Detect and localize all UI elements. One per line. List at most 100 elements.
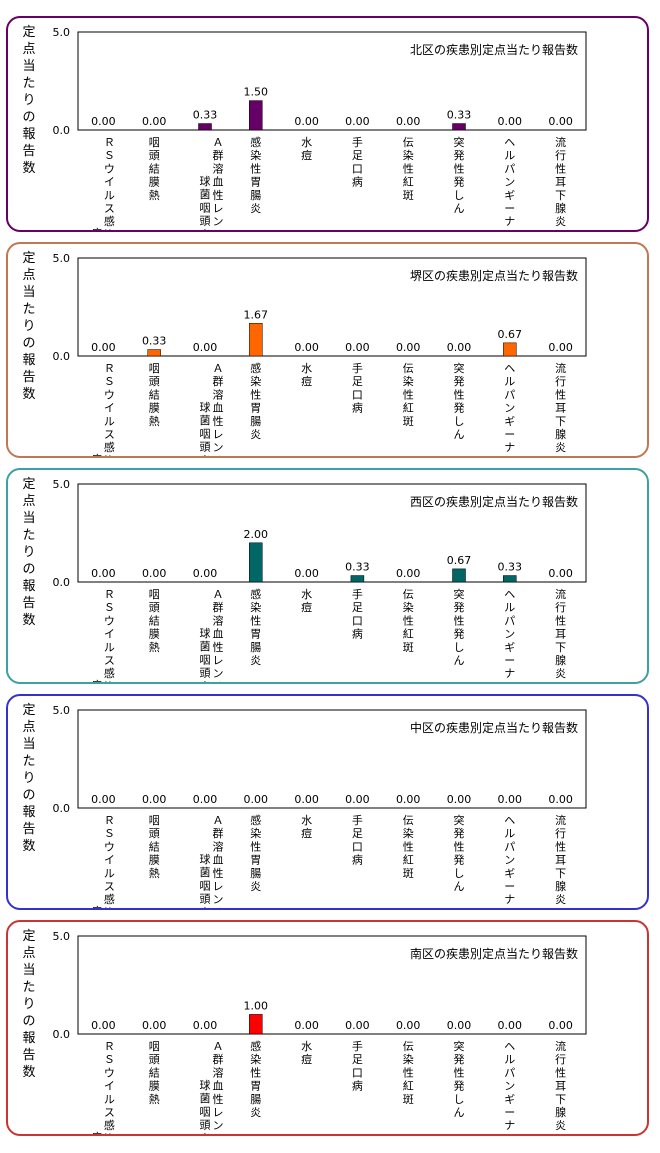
category-label: 熱: [149, 1093, 160, 1106]
y-axis-label-char: 数: [22, 839, 36, 854]
category-label: ナ: [504, 215, 515, 228]
category-label: 頭: [200, 667, 211, 680]
category-label: 溶: [213, 387, 224, 401]
category-label: 染: [250, 148, 261, 162]
category-label: ル: [504, 827, 515, 840]
category-label: 手: [352, 361, 363, 375]
bar: [350, 575, 365, 583]
data-label: 0.00: [142, 567, 167, 580]
y-axis-label-char: 定: [22, 25, 36, 40]
category-label: ル: [104, 867, 115, 880]
category-label: 染: [403, 148, 414, 162]
category-label: 咽: [200, 653, 211, 666]
category-label: 行: [555, 827, 566, 840]
y-axis-label: 定点当たりの報告数: [22, 702, 36, 855]
y-axis-label-char: の: [22, 562, 36, 577]
category-label: パ: [504, 388, 515, 401]
category-label: 流: [555, 1039, 566, 1053]
category-label: 染: [250, 1052, 261, 1066]
data-label: 0.00: [498, 793, 523, 806]
y-axis-label-char: の: [22, 788, 36, 803]
category-label: 腺: [555, 201, 566, 215]
category-label: パ: [504, 614, 515, 627]
data-label: 0.00: [345, 793, 370, 806]
data-label: 0.00: [396, 341, 421, 354]
y-axis-label-char: 報: [22, 353, 36, 368]
data-label: 0.00: [91, 567, 116, 580]
category-label: 群: [213, 374, 224, 388]
category-label: ウ: [104, 614, 115, 627]
bar: [147, 349, 161, 357]
category-label: 性: [403, 613, 414, 627]
category-label: 性: [250, 161, 261, 175]
category-label: ヘ: [504, 362, 515, 375]
category-label: ウ: [104, 162, 115, 175]
category-label: 熱: [149, 867, 160, 880]
category-label: 耳: [555, 854, 566, 867]
category-label: 頭: [200, 893, 211, 906]
category-label: レ: [213, 654, 224, 667]
y-axis-label-char: 数: [22, 387, 36, 402]
category-label: 性: [213, 866, 224, 880]
data-label: 0.00: [498, 1019, 523, 1032]
category-label: 性: [213, 640, 224, 654]
category-label: 膜: [149, 854, 160, 867]
category-label: 染: [104, 905, 115, 908]
category-label: ん: [454, 428, 465, 441]
data-label: 0.00: [294, 1019, 319, 1032]
category-label: 胃: [250, 176, 261, 189]
category-label: 耳: [555, 628, 566, 641]
bar: [249, 100, 263, 131]
y-axis-label: 定点当たりの報告数: [22, 476, 36, 629]
category-label: 炎: [555, 667, 566, 680]
category-label: 膜: [149, 628, 160, 641]
y-axis-label-char: 当: [22, 511, 36, 526]
category-label: 溶: [213, 613, 224, 627]
category-label: 病: [352, 853, 363, 867]
category-label: ス: [104, 1106, 115, 1119]
category-label: ヘ: [504, 588, 515, 601]
y-axis-label-char: 定: [22, 929, 36, 944]
bar: [452, 123, 466, 131]
category-label: サ: [213, 680, 224, 682]
category-label: 耳: [555, 176, 566, 189]
category-label: 腺: [555, 653, 566, 667]
data-label: 0.00: [294, 341, 319, 354]
category-label: 感: [104, 441, 115, 454]
category-label: ル: [504, 375, 515, 388]
category-label: 炎: [200, 1132, 211, 1134]
y-axis-label-char: 点: [22, 268, 36, 283]
category-label: 血: [213, 853, 224, 867]
category-label: 発: [454, 1052, 465, 1066]
chart-title: 西区の疾患別定点当たり報告数: [410, 494, 578, 509]
category-label: 頭: [149, 1053, 160, 1066]
category-label: 血: [213, 1079, 224, 1093]
category-label: 群: [213, 148, 224, 162]
y-axis-label-char: 告: [22, 370, 36, 385]
category-label: 結: [149, 387, 160, 401]
category-label: 頭: [149, 601, 160, 614]
category-label: 性: [403, 161, 414, 175]
category-label: ー: [504, 202, 515, 215]
y-axis-label-char: 告: [22, 596, 36, 611]
category-label: 性: [250, 613, 261, 627]
y-axis-label-char: た: [22, 980, 36, 995]
category-label: 性: [213, 1092, 224, 1106]
y-axis-label-char: り: [22, 319, 36, 334]
category-label: 炎: [555, 441, 566, 454]
category-label: 発: [454, 1079, 465, 1093]
category-label: 痘: [301, 826, 312, 840]
category-label: パ: [504, 840, 515, 853]
category-label: ス: [104, 654, 115, 667]
category-label: 斑: [403, 189, 414, 202]
y-axis-label-char: た: [22, 528, 36, 543]
category-label: ウ: [104, 388, 115, 401]
category-label: 結: [149, 1065, 160, 1079]
category-label: イ: [104, 402, 115, 415]
data-label: 0.00: [396, 793, 421, 806]
category-label: 下: [555, 867, 566, 880]
y-axis-label-char: 点: [22, 494, 36, 509]
bar: [249, 1014, 263, 1035]
category-label: 性: [555, 387, 566, 401]
category-label: 炎: [250, 1106, 261, 1119]
